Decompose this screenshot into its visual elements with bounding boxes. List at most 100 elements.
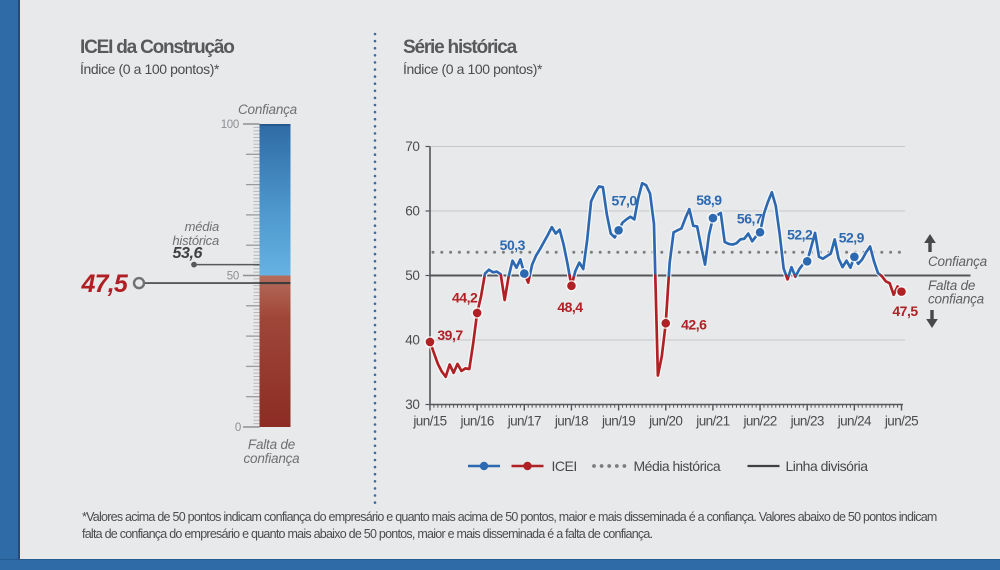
panel-divider-dot xyxy=(373,139,377,142)
bottom-accent-bar xyxy=(0,559,1000,570)
value-label-jun-21: 58,9 xyxy=(696,192,722,208)
average-dotted-line-dot xyxy=(739,250,743,254)
left-panel-subtitle: Índice (0 a 100 pontos)* xyxy=(80,61,220,77)
panel-divider-dot xyxy=(373,103,377,107)
panel-divider-dot xyxy=(373,32,377,36)
panel-divider-dot xyxy=(373,394,377,398)
gauge-average-value: 53,6 xyxy=(172,245,202,262)
x-tick-label: jun/19 xyxy=(601,414,635,429)
panel-divider-dot xyxy=(373,167,377,171)
panel-divider-dot xyxy=(373,380,377,384)
y-tick-label: 40 xyxy=(405,333,419,348)
average-dotted-line-dot xyxy=(493,250,497,254)
right-panel-title: Série histórica xyxy=(403,37,517,58)
panel-divider-dot xyxy=(373,366,377,370)
value-label-jun-20: 42,6 xyxy=(681,317,707,333)
gauge-average-label-line2: histórica xyxy=(172,232,219,248)
series-line-above xyxy=(667,190,788,277)
panel-divider-dot xyxy=(373,117,377,121)
series-line-above xyxy=(787,265,797,277)
x-tick-label: jun/21 xyxy=(695,414,729,429)
panel-divider-dot xyxy=(373,494,377,497)
series-line-below xyxy=(879,274,903,297)
panel-divider-dot xyxy=(373,238,377,242)
gauge-tick-label-0: 0 xyxy=(235,422,241,434)
footnote: *Valores acima de 50 pontos indicam conf… xyxy=(82,509,937,543)
panel-divider-dot xyxy=(373,416,377,419)
gauge-bottom-label-line1: Falta de xyxy=(247,437,296,452)
average-dotted-line-dot xyxy=(765,250,769,254)
panel-divider-dot xyxy=(373,210,377,213)
y-tick-label: 50 xyxy=(405,268,419,283)
y-tick-label: 60 xyxy=(405,204,419,219)
series-point-jun-15 xyxy=(425,337,435,347)
average-dotted-line-dot xyxy=(510,250,514,254)
average-dotted-line-dot xyxy=(774,250,778,254)
panel-divider-dot xyxy=(373,288,377,291)
side-label-lack-line2: confiança xyxy=(928,292,985,307)
panel-divider-dot xyxy=(373,231,377,235)
x-tick-label: jun/24 xyxy=(837,414,872,429)
legend-average-dot xyxy=(622,464,627,468)
panel-divider-dot xyxy=(373,437,377,441)
panel-divider-dot xyxy=(373,373,377,377)
panel-divider-dot xyxy=(373,387,377,391)
legend-icei-label: ICEI xyxy=(552,458,577,474)
average-dotted-line-dot xyxy=(466,250,470,254)
panel-divider-dot xyxy=(373,160,377,164)
average-dotted-line-dot xyxy=(713,250,717,254)
series-line-below xyxy=(784,274,791,281)
gauge-tick-label-50: 50 xyxy=(227,271,239,283)
panel-divider-dot xyxy=(373,68,377,71)
average-dotted-line-dot xyxy=(695,250,699,254)
average-dotted-line-dot xyxy=(501,250,505,254)
average-dotted-line-dot xyxy=(528,250,532,254)
panel-divider-dot xyxy=(373,132,377,135)
panel-divider-dot xyxy=(373,316,377,320)
panel-divider-dot xyxy=(373,196,377,199)
x-tick-label: jun/23 xyxy=(790,414,824,429)
left-panel-title: ICEI da Construção xyxy=(80,37,235,58)
panel-divider-dot xyxy=(373,352,377,355)
series-point-jun-25 xyxy=(897,287,906,296)
value-label-jun-16: 44,2 xyxy=(452,289,478,305)
panel-divider-dot xyxy=(373,89,377,93)
gauge-bar-lack-zone xyxy=(259,275,291,427)
gauge-bar-confidence-zone xyxy=(259,124,291,276)
average-dotted-line-dot xyxy=(449,250,453,254)
gauge-current-value: 47,5 xyxy=(81,270,128,298)
average-dotted-line-dot xyxy=(721,250,725,254)
gauge-bottom-label-line2: confiança xyxy=(243,450,300,466)
series-line-above xyxy=(572,181,657,277)
panel-divider-dot xyxy=(373,61,377,64)
y-tick-label: 30 xyxy=(405,397,419,412)
average-dotted-line-dot xyxy=(889,250,893,254)
average-dotted-line-dot xyxy=(801,250,805,254)
panel-divider-dot xyxy=(373,252,377,256)
panel-divider-dot xyxy=(373,146,377,149)
panel-divider-dot xyxy=(373,224,377,227)
panel-divider-dot xyxy=(373,423,377,426)
gauge-current-marker-ring xyxy=(132,276,146,290)
average-dotted-line-dot xyxy=(686,250,690,254)
series-line-above xyxy=(794,231,883,277)
value-label-jun-18: 48,4 xyxy=(557,299,583,315)
gauge-average-marker-dot xyxy=(191,261,197,268)
x-tick-label: jun/18 xyxy=(554,414,588,429)
average-dotted-line-dot xyxy=(431,250,435,254)
panel-divider-dot xyxy=(373,309,377,313)
legend-average-dot xyxy=(614,464,619,468)
average-dotted-line-dot xyxy=(730,250,734,254)
panel-divider-dot xyxy=(373,274,377,277)
average-dotted-line-dot xyxy=(633,250,637,254)
average-dotted-line-dot xyxy=(440,250,444,254)
gauge-top-label: Confiança xyxy=(238,102,297,117)
footnote-line1: *Valores acima de 50 pontos indicam conf… xyxy=(82,510,937,524)
average-dotted-line-dot xyxy=(545,250,549,254)
x-tick-label: jun/15 xyxy=(412,414,446,429)
panel-divider-dot xyxy=(373,430,377,433)
average-dotted-line-dot xyxy=(475,250,479,254)
panel-divider-dot xyxy=(373,188,377,192)
average-dotted-line-dot xyxy=(897,250,901,254)
